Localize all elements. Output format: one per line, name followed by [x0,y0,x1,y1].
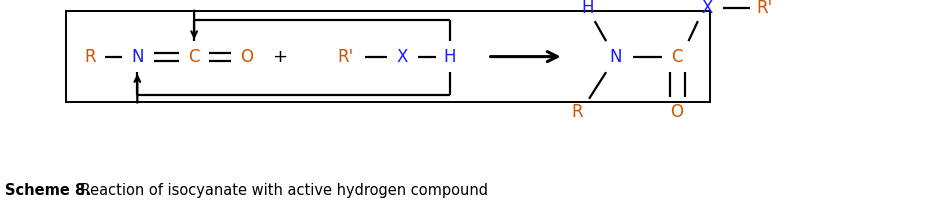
Text: Scheme 8.: Scheme 8. [5,183,91,198]
Text: +: + [272,48,287,66]
Text: H: H [581,0,594,17]
Text: C: C [188,48,200,66]
Text: Reaction of isocyanate with active hydrogen compound: Reaction of isocyanate with active hydro… [76,183,488,198]
Text: O: O [240,48,253,66]
Text: N: N [609,48,622,66]
Text: O: O [670,103,684,121]
Text: X: X [702,0,713,17]
Text: R: R [572,103,583,121]
Text: R': R' [337,48,354,66]
Text: R: R [84,48,96,66]
Text: X: X [397,48,408,66]
Text: R': R' [756,0,773,17]
Text: N: N [131,48,144,66]
Text: C: C [671,48,683,66]
Text: H: H [443,48,456,66]
